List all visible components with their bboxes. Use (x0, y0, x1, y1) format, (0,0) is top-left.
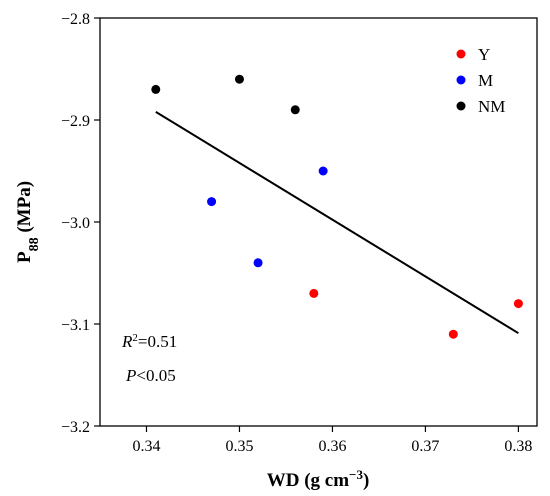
legend-label-nm: NM (478, 97, 505, 116)
legend-marker-y (456, 49, 466, 59)
data-point-m (253, 258, 263, 268)
data-points (151, 74, 523, 339)
legend: YM NM (456, 45, 505, 116)
p-value-annotation: P<0.05 (125, 366, 176, 385)
y-tick-label: −3.2 (61, 419, 90, 436)
r-squared-annotation: R2=0.51 (121, 332, 177, 351)
x-tick-label: 0.34 (132, 438, 160, 455)
legend-label-y: Y (478, 45, 490, 64)
regression-line (155, 110, 519, 335)
legend-label-m: M (478, 71, 493, 90)
data-point-m (318, 166, 328, 176)
data-point-y (309, 288, 319, 298)
data-point-nm (290, 105, 300, 115)
x-tick-label: 0.37 (411, 438, 439, 455)
data-point-m (207, 197, 217, 207)
x-axis-title: WD (g cm−3) (267, 467, 370, 492)
data-point-y (513, 299, 523, 309)
y-axis-title: P88 (MPa) (14, 181, 42, 263)
y-tick-label: −3.1 (61, 317, 90, 334)
x-tick-label: 0.38 (504, 438, 532, 455)
axis-ticks: 0.34 0.35 0.36 0.37 0.38 −3.2 −3.1 −3.0 −2.9 −2.8 (61, 11, 532, 455)
data-point-y (448, 329, 458, 339)
y-tick-label: −2.9 (61, 113, 90, 130)
data-point-nm (151, 84, 161, 94)
x-tick-label: 0.35 (225, 438, 253, 455)
plot-frame (99, 17, 538, 427)
legend-marker-nm (456, 101, 466, 111)
x-tick-label: 0.36 (318, 438, 346, 455)
data-point-nm (234, 74, 244, 84)
y-tick-label: −3.0 (61, 215, 90, 232)
legend-marker-m (456, 75, 466, 85)
y-tick-label: −2.8 (61, 11, 90, 28)
